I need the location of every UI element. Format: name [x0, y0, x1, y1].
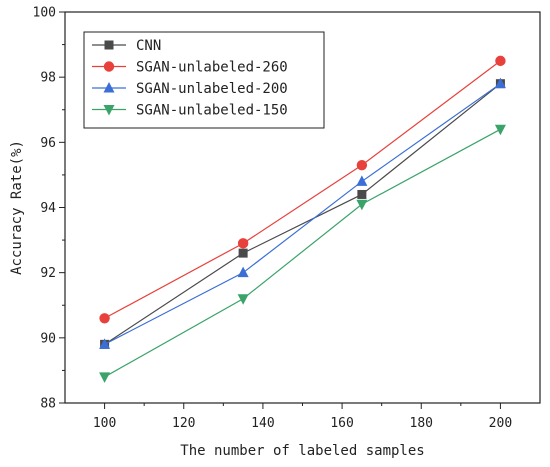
- legend-label: SGAN-unlabeled-150: [136, 103, 288, 119]
- data-point: [237, 238, 249, 249]
- legend-label: SGAN-unlabeled-260: [136, 60, 288, 76]
- legend-item: SGAN-unlabeled-260: [92, 60, 288, 76]
- data-point: [99, 313, 110, 324]
- x-tick-label: 180: [410, 416, 433, 431]
- series-2: [99, 77, 506, 349]
- data-point: [99, 372, 111, 383]
- series-3: [99, 124, 506, 383]
- y-tick-label: 100: [33, 6, 56, 21]
- legend-item: SGAN-unlabeled-200: [92, 81, 288, 97]
- data-point: [99, 338, 111, 349]
- legend-swatch-marker: [103, 61, 115, 72]
- legend-box: [83, 31, 325, 129]
- y-tick-label: 98: [40, 71, 56, 86]
- y-axis-label: Accuracy Rate(%): [9, 140, 25, 275]
- y-tick-label: 94: [40, 201, 56, 216]
- data-point: [356, 175, 368, 186]
- x-tick-label: 160: [330, 416, 353, 431]
- data-point: [494, 77, 506, 89]
- series-line: [104, 60, 501, 319]
- series-1: [99, 55, 506, 324]
- legend-label: CNN: [136, 38, 161, 54]
- data-point: [356, 199, 368, 211]
- y-tick-label: 90: [40, 331, 56, 346]
- legend-swatch-marker: [103, 82, 115, 93]
- data-point: [494, 124, 506, 136]
- x-tick-label: 200: [489, 416, 512, 431]
- legend: CNN SGAN-unlabeled-260 SGAN-unlabeled-200 S…: [83, 31, 325, 129]
- y-tick-label: 88: [40, 397, 56, 412]
- series-layer: [99, 55, 506, 383]
- legend-item: CNN: [92, 38, 161, 54]
- series-line: [104, 83, 501, 345]
- axes-layer: 100 120 140 160 180 200 88 90 92 94 96 98 100 The num…: [9, 6, 541, 459]
- x-tick-label: 120: [172, 416, 195, 431]
- legend-swatch-marker: [103, 105, 115, 116]
- y-tick-label: 92: [40, 266, 56, 281]
- legend-swatch-marker: [104, 40, 114, 50]
- legend-item: SGAN-unlabeled-150: [92, 103, 288, 119]
- data-point: [357, 189, 367, 199]
- x-axis-label: The number of labeled samples: [180, 443, 424, 459]
- data-point: [237, 294, 249, 305]
- legend-label: SGAN-unlabeled-200: [136, 81, 288, 97]
- series-line: [104, 83, 501, 345]
- x-tick-label: 140: [251, 416, 274, 431]
- series-line: [104, 128, 501, 378]
- data-point: [495, 55, 506, 67]
- data-point: [237, 266, 249, 278]
- data-point: [238, 248, 248, 258]
- y-tick-label: 96: [40, 136, 56, 151]
- data-point: [356, 159, 368, 171]
- x-tick-label: 100: [93, 416, 116, 431]
